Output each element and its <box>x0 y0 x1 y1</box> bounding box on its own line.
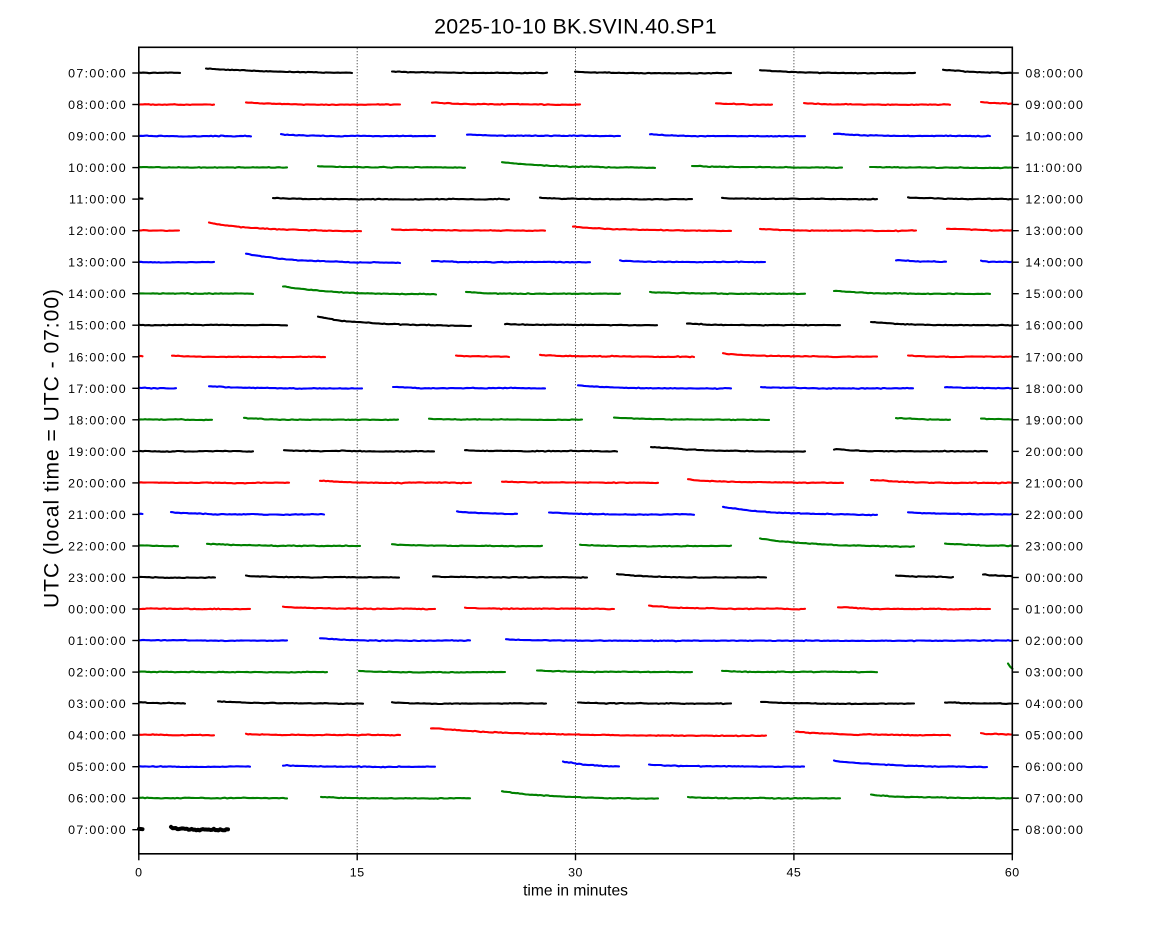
svg-text:01:00:00: 01:00:00 <box>68 634 127 648</box>
svg-text:45: 45 <box>787 866 802 880</box>
svg-text:16:00:00: 16:00:00 <box>1025 319 1084 333</box>
svg-text:09:00:00: 09:00:00 <box>1025 98 1084 112</box>
svg-text:60: 60 <box>1005 866 1020 880</box>
svg-text:03:00:00: 03:00:00 <box>1025 666 1084 680</box>
svg-text:15: 15 <box>350 866 365 880</box>
svg-text:16:00:00: 16:00:00 <box>68 350 127 364</box>
svg-text:14:00:00: 14:00:00 <box>68 287 127 301</box>
svg-text:08:00:00: 08:00:00 <box>1025 823 1084 837</box>
svg-text:03:00:00: 03:00:00 <box>68 697 127 711</box>
svg-text:07:00:00: 07:00:00 <box>68 823 127 837</box>
svg-text:21:00:00: 21:00:00 <box>68 508 127 522</box>
svg-text:19:00:00: 19:00:00 <box>68 445 127 459</box>
svg-text:02:00:00: 02:00:00 <box>68 666 127 680</box>
svg-text:23:00:00: 23:00:00 <box>68 571 127 585</box>
svg-text:14:00:00: 14:00:00 <box>1025 256 1084 270</box>
svg-text:19:00:00: 19:00:00 <box>1025 413 1084 427</box>
svg-text:06:00:00: 06:00:00 <box>1025 760 1084 774</box>
svg-text:13:00:00: 13:00:00 <box>1025 224 1084 238</box>
svg-text:22:00:00: 22:00:00 <box>1025 508 1084 522</box>
svg-text:08:00:00: 08:00:00 <box>68 98 127 112</box>
svg-text:2025-10-10 BK.SVIN.40.SP1: 2025-10-10 BK.SVIN.40.SP1 <box>434 15 717 39</box>
svg-text:12:00:00: 12:00:00 <box>68 224 127 238</box>
svg-text:30: 30 <box>568 866 583 880</box>
svg-text:20:00:00: 20:00:00 <box>1025 445 1084 459</box>
svg-text:20:00:00: 20:00:00 <box>68 476 127 490</box>
svg-text:17:00:00: 17:00:00 <box>68 382 127 396</box>
svg-text:04:00:00: 04:00:00 <box>1025 697 1084 711</box>
svg-text:11:00:00: 11:00:00 <box>69 193 127 207</box>
svg-text:15:00:00: 15:00:00 <box>1025 287 1084 301</box>
svg-text:21:00:00: 21:00:00 <box>1025 476 1084 490</box>
svg-text:09:00:00: 09:00:00 <box>68 130 127 144</box>
svg-text:00:00:00: 00:00:00 <box>68 603 127 617</box>
svg-text:23:00:00: 23:00:00 <box>1025 540 1084 554</box>
svg-text:17:00:00: 17:00:00 <box>1025 350 1084 364</box>
svg-text:15:00:00: 15:00:00 <box>68 319 127 333</box>
svg-text:13:00:00: 13:00:00 <box>68 256 127 270</box>
svg-text:18:00:00: 18:00:00 <box>1025 382 1084 396</box>
svg-text:time in minutes: time in minutes <box>523 883 628 900</box>
svg-text:UTC (local time = UTC - 07:00): UTC (local time = UTC - 07:00) <box>41 288 64 608</box>
svg-text:07:00:00: 07:00:00 <box>1025 792 1084 806</box>
svg-text:05:00:00: 05:00:00 <box>68 760 127 774</box>
svg-text:04:00:00: 04:00:00 <box>68 729 127 743</box>
svg-text:11:00:00: 11:00:00 <box>1025 161 1083 175</box>
svg-text:10:00:00: 10:00:00 <box>68 161 127 175</box>
svg-text:06:00:00: 06:00:00 <box>68 792 127 806</box>
svg-text:05:00:00: 05:00:00 <box>1025 729 1084 743</box>
svg-text:12:00:00: 12:00:00 <box>1025 193 1084 207</box>
svg-text:0: 0 <box>135 866 142 880</box>
svg-text:02:00:00: 02:00:00 <box>1025 634 1084 648</box>
svg-text:10:00:00: 10:00:00 <box>1025 130 1084 144</box>
svg-text:00:00:00: 00:00:00 <box>1025 571 1084 585</box>
svg-text:01:00:00: 01:00:00 <box>1025 603 1084 617</box>
svg-text:08:00:00: 08:00:00 <box>1025 67 1084 81</box>
svg-text:18:00:00: 18:00:00 <box>68 413 127 427</box>
svg-text:07:00:00: 07:00:00 <box>68 67 127 81</box>
svg-text:22:00:00: 22:00:00 <box>68 540 127 554</box>
